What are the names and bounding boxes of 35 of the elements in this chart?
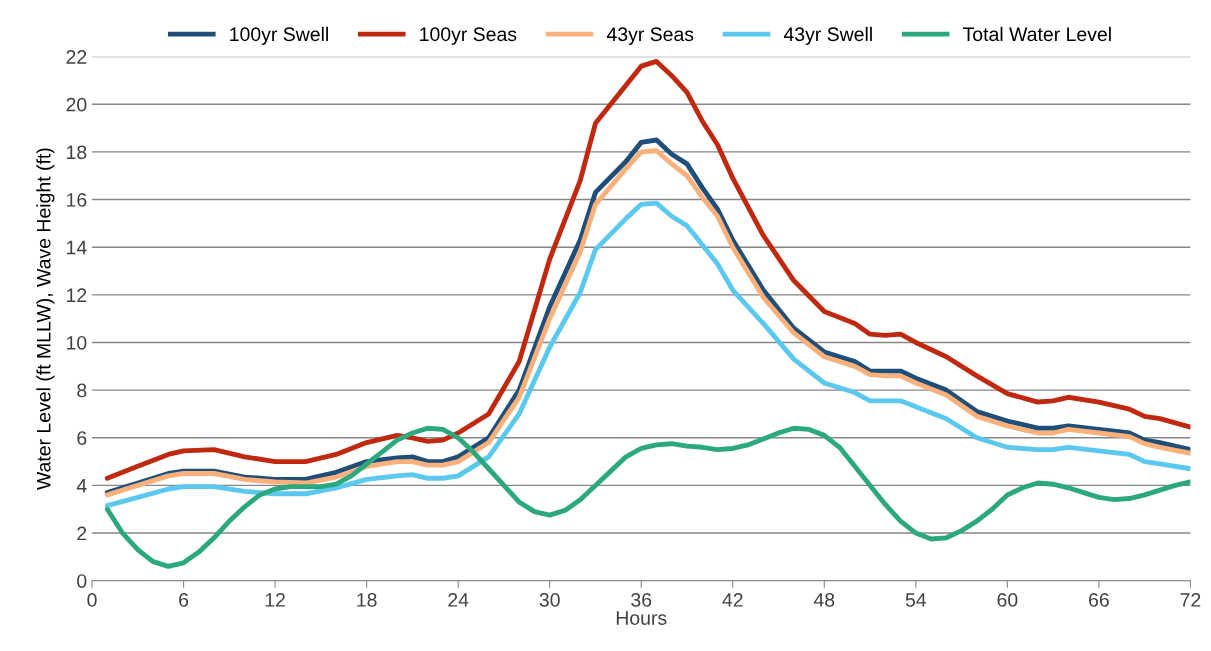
line-series — [104, 200, 1191, 509]
x-tick-label: 48 — [813, 593, 835, 607]
y-tick-label: 18 — [67, 145, 87, 160]
x-tick-label: 30 — [539, 593, 560, 607]
y-tick-label: 8 — [77, 383, 87, 398]
x-tick-label: 60 — [997, 593, 1018, 607]
y-axis-title: Water Level (ft MLLW), Wave Height (ft) — [36, 148, 55, 490]
x-tick-label: 54 — [905, 593, 927, 607]
x-tick-label: 6 — [179, 593, 189, 607]
y-tick-label: 16 — [67, 193, 87, 207]
x-tick-label: 18 — [357, 593, 377, 607]
y-tick-label: 2 — [77, 526, 87, 541]
x-tick-label: 24 — [448, 593, 469, 607]
x-axis-title: Hours — [616, 611, 667, 625]
legend-label: 43yr Seas — [606, 27, 694, 45]
line-series — [104, 58, 1191, 481]
x-tick-label: 66 — [1089, 593, 1109, 607]
y-tick-label: 20 — [66, 97, 87, 112]
x-tick-label: 42 — [722, 593, 743, 607]
y-tick-label: 10 — [67, 335, 87, 350]
y-tick-label: 4 — [76, 479, 87, 493]
line-series — [104, 425, 1191, 569]
legend-label: 100yr Swell — [230, 26, 328, 45]
x-tick-label: 0 — [87, 593, 97, 607]
x-tick-label: 12 — [265, 593, 285, 607]
y-tick-label: 14 — [67, 240, 87, 255]
legend-label: Total Water Level — [963, 26, 1111, 42]
y-tick-label: 22 — [66, 50, 87, 64]
y-tick-label: 12 — [67, 288, 87, 302]
y-tick-label: 0 — [77, 574, 87, 588]
y-tick-label: 6 — [77, 431, 87, 445]
legend-label: 43yr Swell — [783, 26, 872, 45]
x-tick-label: 36 — [631, 593, 652, 607]
x-tick-label: 72 — [1180, 593, 1201, 607]
legend-label: 100yr Seas — [420, 27, 517, 45]
